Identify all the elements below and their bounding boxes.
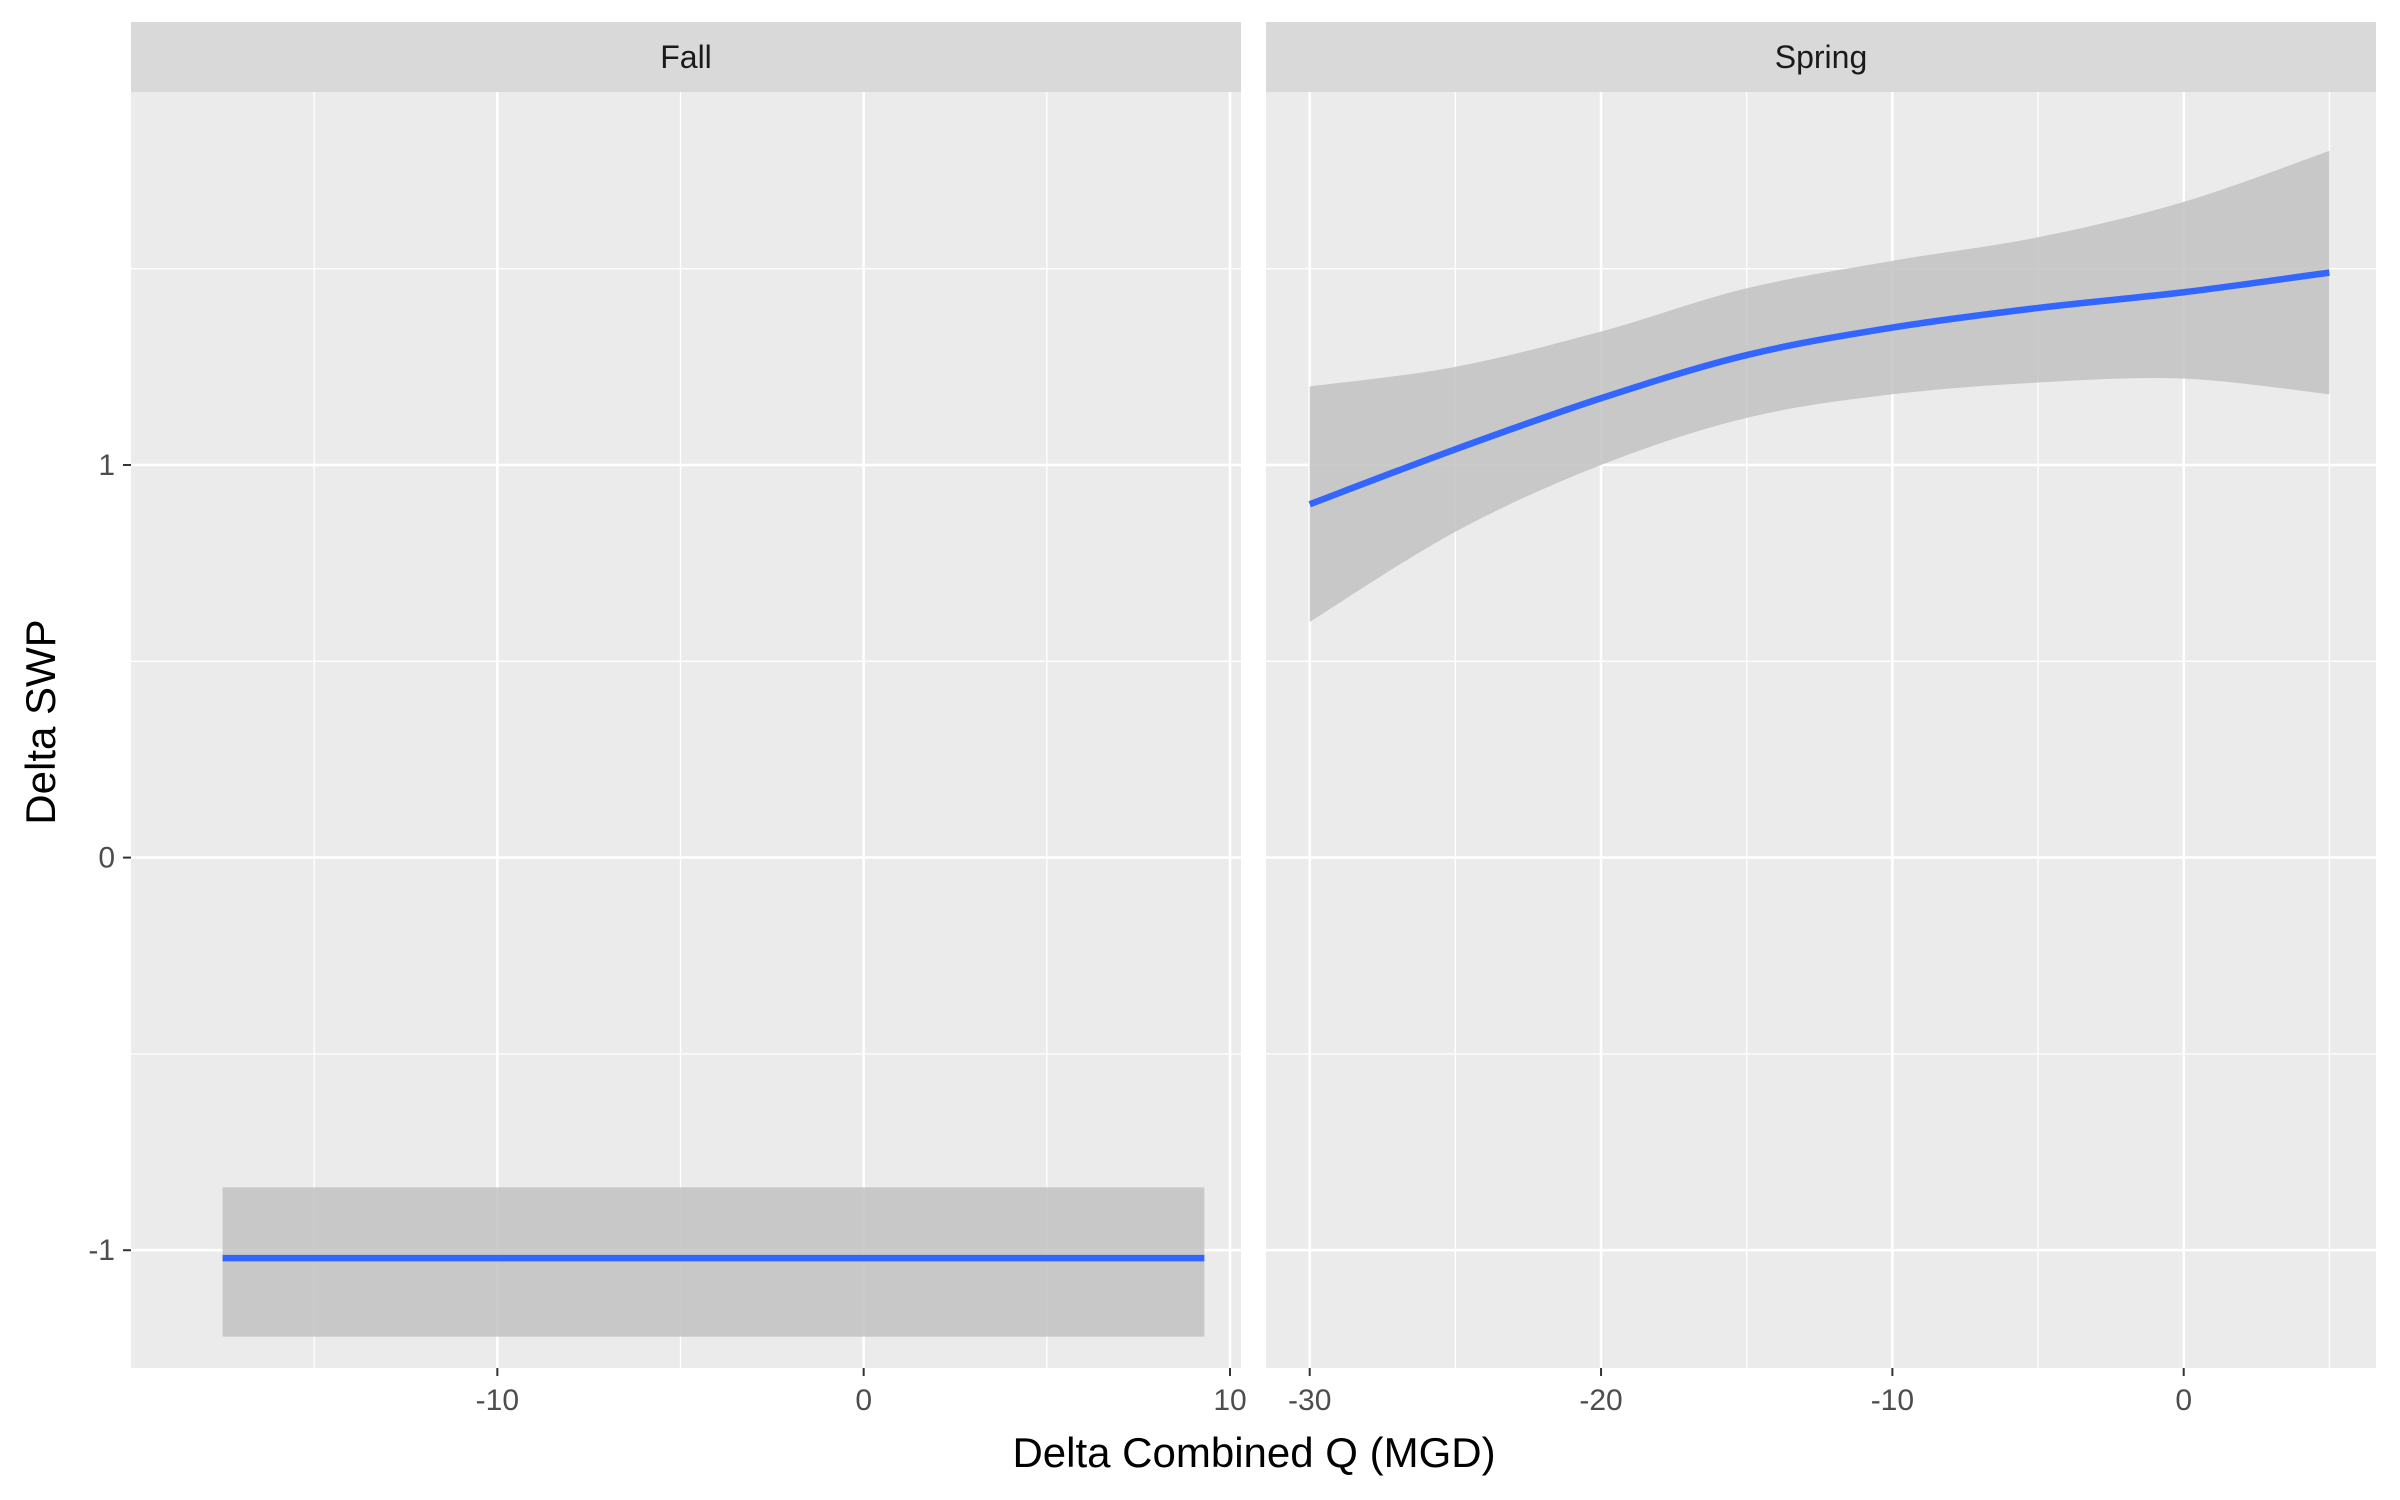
x-tick-label-fall: 10 [1213,1384,1246,1417]
x-tick-label-spring: 0 [2175,1384,2192,1417]
panel-spring: Spring -30 -20 -10 0 [1266,22,2376,1417]
facet-label-spring: Spring [1775,39,1868,75]
x-tick-label-fall: -10 [476,1384,519,1417]
smooth-line-spring [1308,269,2330,508]
y-tick-label: 1 [98,449,115,482]
x-tick-label-fall: 0 [855,1384,872,1417]
confidence-ribbon-fall [222,1187,1205,1337]
y-tick-label: -1 [88,1234,115,1267]
panel-background-fall [131,92,1241,1368]
panel-fall: Fall -10 0 10 [131,22,1247,1417]
x-tick-label-spring: -10 [1871,1384,1914,1417]
x-axis-title: Delta Combined Q (MGD) [1012,1429,1495,1476]
y-tick-label: 0 [98,842,115,875]
y-axis-title: Delta SWP [17,619,64,824]
facet-strip-spring [1266,22,2376,92]
facet-label-fall: Fall [660,39,712,75]
x-tick-label-spring: -20 [1579,1384,1622,1417]
facet-strip-fall [131,22,1241,92]
confidence-ribbon-spring [1309,150,2330,623]
x-tick-label-spring: -30 [1288,1384,1331,1417]
